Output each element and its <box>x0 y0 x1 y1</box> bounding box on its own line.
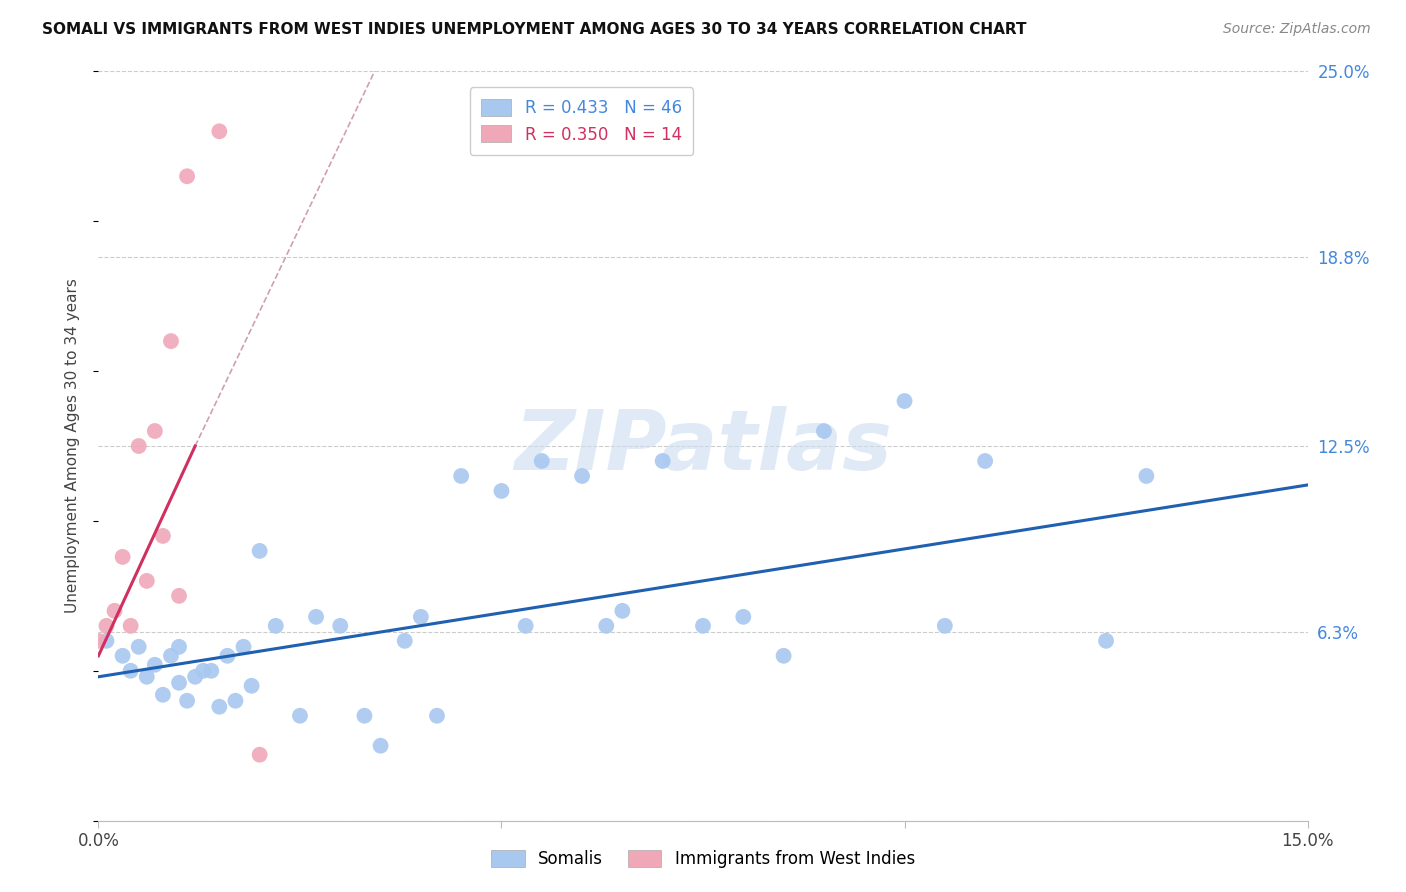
Point <box>353 708 375 723</box>
Point <box>1135 469 1157 483</box>
Point <box>530 454 553 468</box>
Point <box>143 424 166 438</box>
Point <box>692 619 714 633</box>
Point <box>491 483 513 498</box>
Point <box>167 675 190 690</box>
Point <box>772 648 794 663</box>
Point <box>193 664 215 678</box>
Legend: R = 0.433   N = 46, R = 0.350   N = 14: R = 0.433 N = 46, R = 0.350 N = 14 <box>470 87 693 155</box>
Point <box>152 688 174 702</box>
Text: SOMALI VS IMMIGRANTS FROM WEST INDIES UNEMPLOYMENT AMONG AGES 30 TO 34 YEARS COR: SOMALI VS IMMIGRANTS FROM WEST INDIES UN… <box>42 22 1026 37</box>
Point <box>1095 633 1118 648</box>
Point <box>200 664 222 678</box>
Point <box>96 633 118 648</box>
Point <box>111 648 134 663</box>
Point <box>264 619 287 633</box>
Point <box>934 619 956 633</box>
Legend: Somalis, Immigrants from West Indies: Somalis, Immigrants from West Indies <box>485 843 921 875</box>
Text: Source: ZipAtlas.com: Source: ZipAtlas.com <box>1223 22 1371 37</box>
Point <box>208 124 231 138</box>
Point <box>176 169 198 184</box>
Point <box>96 619 118 633</box>
Point <box>305 610 328 624</box>
Point <box>135 670 157 684</box>
Point <box>240 679 263 693</box>
Point <box>426 708 449 723</box>
Point <box>184 670 207 684</box>
Point <box>224 694 246 708</box>
Point <box>135 574 157 588</box>
Point <box>217 648 239 663</box>
Text: ZIPatlas: ZIPatlas <box>515 406 891 486</box>
Point <box>288 708 311 723</box>
Point <box>813 424 835 438</box>
Point <box>128 640 150 654</box>
Point <box>167 589 190 603</box>
Point <box>167 640 190 654</box>
Point <box>87 633 110 648</box>
Point <box>595 619 617 633</box>
Point <box>160 334 183 348</box>
Point <box>571 469 593 483</box>
Point <box>103 604 125 618</box>
Point <box>208 699 231 714</box>
Point <box>612 604 634 618</box>
Point <box>249 544 271 558</box>
Point <box>128 439 150 453</box>
Point <box>232 640 254 654</box>
Point <box>111 549 134 564</box>
Point <box>651 454 673 468</box>
Point <box>409 610 432 624</box>
Point <box>515 619 537 633</box>
Point <box>733 610 755 624</box>
Point <box>450 469 472 483</box>
Point <box>974 454 997 468</box>
Point <box>120 619 142 633</box>
Point <box>176 694 198 708</box>
Point <box>370 739 392 753</box>
Y-axis label: Unemployment Among Ages 30 to 34 years: Unemployment Among Ages 30 to 34 years <box>65 278 80 614</box>
Point <box>120 664 142 678</box>
Point <box>329 619 352 633</box>
Point <box>249 747 271 762</box>
Point <box>160 648 183 663</box>
Point <box>394 633 416 648</box>
Point <box>152 529 174 543</box>
Point <box>143 657 166 672</box>
Point <box>893 394 915 409</box>
